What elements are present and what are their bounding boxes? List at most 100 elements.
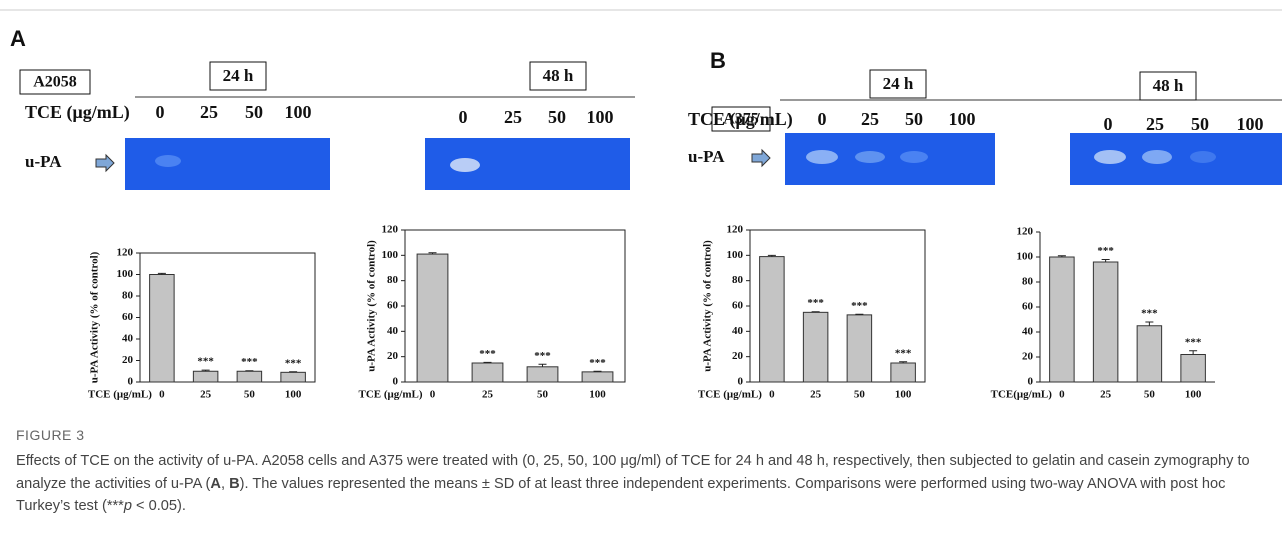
figure-label: FIGURE 3: [16, 427, 85, 443]
y-tick-label: 20: [1022, 351, 1034, 363]
y-tick-label: 120: [117, 247, 134, 259]
cell-line: A2058: [33, 74, 77, 91]
y-tick-label: 0: [738, 376, 744, 388]
x-tick-label: 50: [1144, 389, 1156, 401]
gel-band: [155, 155, 181, 167]
y-tick-label: 0: [1028, 376, 1034, 388]
bar: [472, 363, 503, 382]
bar: [1050, 257, 1075, 382]
gel-band: [855, 151, 885, 163]
dose: 100: [949, 109, 976, 129]
x-tick-label: 50: [854, 389, 866, 401]
y-tick-label: 100: [1017, 251, 1034, 263]
caption-text: p: [124, 498, 132, 514]
bar: [1093, 262, 1118, 382]
figure: A A2058 24 h 48 h TCE (μg/mL) u-PA B A37…: [0, 0, 1282, 548]
bar: [281, 372, 306, 382]
caption-text: B: [229, 476, 240, 492]
significance: ***: [1185, 336, 1202, 348]
y-axis-label: u-PA Activity (% of control): [89, 251, 101, 383]
error-bar: [1145, 322, 1153, 326]
bar: [417, 254, 448, 382]
x-tick-label: 25: [482, 389, 494, 401]
x-tick-label: 100: [1185, 389, 1202, 401]
y-tick-label: 0: [128, 376, 134, 388]
y-tick-label: 80: [387, 274, 399, 286]
dose: 0: [156, 102, 165, 122]
dose: 100: [1237, 114, 1264, 134]
dose: 25: [861, 109, 879, 129]
caption: Effects of TCE on the activity of u-PA. …: [16, 450, 1266, 518]
time: 48 h: [1153, 76, 1184, 95]
time: 48 h: [543, 66, 574, 85]
time: 24 h: [223, 66, 254, 85]
y-tick-label: 60: [387, 300, 399, 312]
x-tick-label: 0: [769, 389, 775, 401]
gel-band: [1190, 151, 1216, 163]
error-bar: [289, 372, 297, 373]
x-tick-label: 25: [810, 389, 822, 401]
y-tick-label: 120: [382, 224, 399, 236]
caption-text: A: [210, 476, 221, 492]
bar: [891, 363, 916, 382]
arrow: [752, 150, 770, 166]
y-tick-label: 100: [117, 268, 134, 280]
significance: ***: [241, 356, 258, 368]
dose: 0: [459, 107, 468, 127]
gel-band: [900, 151, 928, 163]
y-tick-label: 120: [727, 224, 744, 236]
bar: [150, 275, 175, 383]
y-tick-label: 120: [1017, 226, 1034, 238]
y-tick-label: 60: [1022, 301, 1034, 313]
bar: [1181, 355, 1206, 383]
y-tick-label: 20: [387, 350, 399, 362]
bar: [582, 372, 613, 382]
dose: 50: [1191, 114, 1209, 134]
gel-band: [1142, 150, 1172, 164]
gel-band: [1094, 150, 1126, 164]
significance: ***: [534, 350, 551, 362]
dose: 50: [548, 107, 566, 127]
dose: 25: [504, 107, 522, 127]
bar: [527, 367, 558, 382]
significance: ***: [807, 297, 824, 309]
y-axis-label: u-PA Activity (% of control): [366, 240, 378, 372]
x-tick-label: 25: [1100, 389, 1112, 401]
x-tick-label: 0: [159, 389, 165, 401]
y-tick-label: 80: [1022, 276, 1034, 288]
x-axis-label: TCE (μg/mL): [698, 389, 762, 401]
dose-label: TCE (μg/mL): [25, 102, 130, 123]
bar: [803, 312, 828, 382]
band-label: u-PA: [688, 147, 725, 166]
x-tick-label: 100: [589, 389, 606, 401]
y-tick-label: 60: [732, 300, 744, 312]
y-tick-label: 0: [393, 376, 399, 388]
significance: ***: [197, 356, 214, 368]
bar: [237, 371, 262, 382]
y-tick-label: 40: [122, 333, 134, 345]
dose: 100: [587, 107, 614, 127]
y-tick-label: 40: [387, 325, 399, 337]
y-tick-label: 60: [122, 311, 134, 323]
error-bar: [1189, 351, 1197, 355]
dose-label: TCE (μg/mL): [688, 109, 793, 130]
significance: ***: [1141, 308, 1158, 320]
bar: [847, 315, 872, 382]
band-label: u-PA: [25, 152, 62, 171]
caption-text: < 0.05).: [132, 498, 186, 514]
x-tick-label: 25: [200, 389, 212, 401]
dose: 25: [1146, 114, 1164, 134]
arrow: [96, 155, 114, 171]
y-axis-label: u-PA Activity (% of control): [702, 240, 714, 372]
y-tick-label: 100: [382, 249, 399, 261]
y-tick-label: 100: [727, 249, 744, 261]
dose: 25: [200, 102, 218, 122]
bar: [193, 371, 218, 382]
significance: ***: [589, 357, 606, 369]
y-tick-label: 40: [1022, 326, 1034, 338]
caption-text: ***: [107, 498, 124, 514]
x-axis-label: TCE(μg/mL): [991, 389, 1053, 401]
x-tick-label: 100: [285, 389, 302, 401]
x-axis-label: TCE (μg/mL): [88, 389, 152, 401]
x-tick-label: 0: [1059, 389, 1065, 401]
